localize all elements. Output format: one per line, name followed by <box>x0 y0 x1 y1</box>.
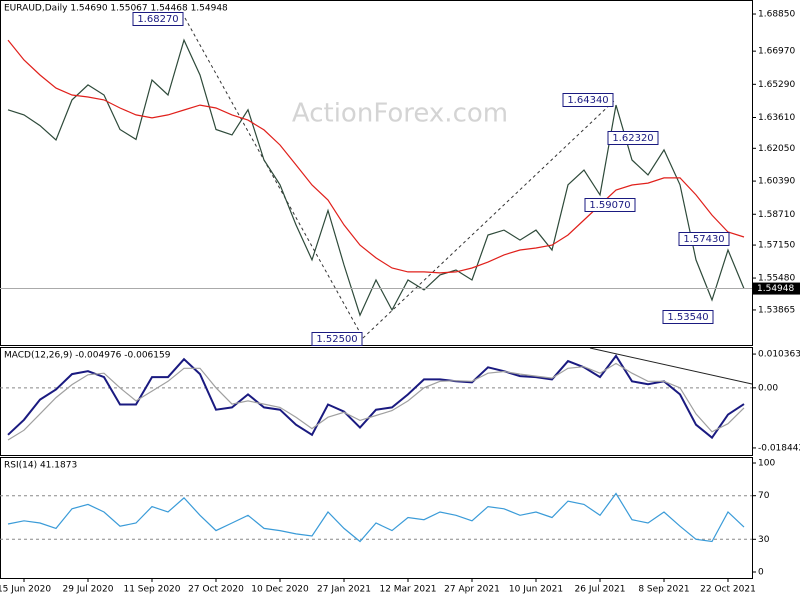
panel-frame <box>0 347 753 456</box>
annotation-box <box>678 232 730 246</box>
annotation: 1.64340 <box>567 95 608 106</box>
trend-line <box>589 347 753 385</box>
annotation: 1.59070 <box>589 200 630 211</box>
panel-frame <box>0 457 753 579</box>
x-tick-label: 8 Sep 2021 <box>638 585 689 595</box>
x-tick-label: 10 Jun 2021 <box>509 585 563 595</box>
y-tick-label: 0.00 <box>758 383 778 393</box>
y-tick-label: 1.68850 <box>758 10 795 20</box>
y-tick-label: 1.65290 <box>758 80 795 90</box>
y-tick-label: 30 <box>758 535 770 545</box>
x-tick-label: 27 Oct 2020 <box>188 585 244 595</box>
y-tick-label: 1.62050 <box>758 144 795 154</box>
x-tick-label: 22 Oct 2021 <box>700 585 756 595</box>
y-tick-label: 1.66970 <box>758 47 795 57</box>
x-tick-label: 12 Mar 2021 <box>379 585 436 595</box>
panel-title: RSI(14) 41.1873 <box>4 461 77 471</box>
annotation-box <box>562 93 614 107</box>
x-tick-label: 10 Dec 2020 <box>251 585 309 595</box>
panel-title: MACD(12,26,9) -0.004976 -0.006159 <box>4 351 171 361</box>
annotation: 1.62320 <box>612 133 653 144</box>
trend-line <box>184 17 364 339</box>
last-price-label: 1.54948 <box>757 284 794 294</box>
watermark: ActionForex.com <box>292 99 508 129</box>
y-tick-label: 1.63610 <box>758 113 795 123</box>
annotation-box <box>132 12 184 26</box>
y-tick-label: 1.60390 <box>758 177 795 187</box>
annotation-box <box>607 131 659 145</box>
y-tick-label: 0 <box>758 568 764 578</box>
x-tick-label: 27 Apr 2021 <box>444 585 500 595</box>
x-tick-label: 26 Jul 2021 <box>575 585 626 595</box>
x-tick-label: 27 Jan 2021 <box>317 585 371 595</box>
y-tick-label: 0.010363 <box>758 350 800 360</box>
y-tick-label: -0.018442 <box>758 443 800 453</box>
y-tick-label: 100 <box>758 458 775 468</box>
y-tick-label: 70 <box>758 491 770 501</box>
trend-line <box>362 99 616 339</box>
annotation: 1.57430 <box>683 234 724 245</box>
y-tick-label: 1.53865 <box>758 305 795 315</box>
annotation: 1.53540 <box>667 312 708 323</box>
panel-frame <box>0 0 753 346</box>
series-line <box>7 39 745 274</box>
series-line <box>7 362 745 441</box>
annotation-box <box>662 310 714 324</box>
y-tick-label: 1.57150 <box>758 241 795 251</box>
x-tick-label: 15 Jun 2020 <box>0 585 51 595</box>
x-tick-label: 29 Jul 2020 <box>63 585 114 595</box>
annotation: 1.68270 <box>137 14 178 25</box>
annotation-box <box>584 198 636 212</box>
annotation: 1.52500 <box>316 334 357 345</box>
x-tick-label: 11 Sep 2020 <box>123 585 180 595</box>
last-price-box <box>753 282 800 295</box>
header: EURAUD,Daily 1.54690 1.55067 1.54468 1.5… <box>4 4 228 14</box>
annotation-box <box>311 332 363 346</box>
y-tick-label: 1.55480 <box>758 274 795 284</box>
series-line <box>7 492 745 543</box>
series-line <box>7 354 745 440</box>
y-tick-label: 1.58710 <box>758 210 795 220</box>
series-line <box>7 38 745 317</box>
